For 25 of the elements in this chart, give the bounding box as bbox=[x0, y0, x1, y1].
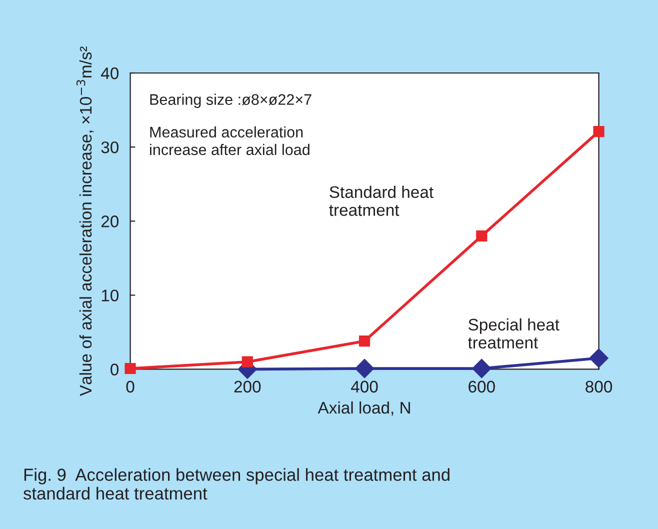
text: Standard heat treatment bbox=[329, 186, 434, 216]
x-tick-label: 0 bbox=[126, 380, 134, 393]
x-axis-title: Axial load, N bbox=[318, 401, 410, 416]
caption: Fig. 9 Acceleration between special heat treatment and standard heat treatment bbox=[24, 468, 450, 500]
point bbox=[589, 348, 608, 368]
y-tick-label: 30 bbox=[101, 141, 119, 154]
series-label: Special heat treatment bbox=[468, 318, 560, 349]
point bbox=[593, 126, 604, 138]
point bbox=[124, 362, 136, 374]
x-tick-label: 800 bbox=[586, 380, 612, 393]
x-tick-label: 600 bbox=[468, 380, 495, 393]
y-axis-title: Value of axial acceleration increase, ×10$^{−3}$m/s² bbox=[76, 46, 94, 396]
annotation: Measured acceleration increase after axial load bbox=[150, 126, 310, 156]
point bbox=[355, 358, 374, 378]
y-tick-label: 0 bbox=[110, 364, 119, 376]
point bbox=[358, 336, 370, 347]
annotation: Bearing size :ø8×ø22×7 bbox=[150, 94, 312, 108]
y-tick-label: 40 bbox=[101, 67, 119, 80]
y-tick-label: 20 bbox=[101, 216, 119, 228]
point bbox=[476, 230, 488, 242]
point bbox=[472, 358, 492, 378]
x-tick-label: 200 bbox=[234, 380, 261, 393]
y-tick-label: 10 bbox=[102, 290, 119, 302]
x-tick-label: 400 bbox=[351, 380, 378, 393]
point bbox=[242, 356, 253, 368]
